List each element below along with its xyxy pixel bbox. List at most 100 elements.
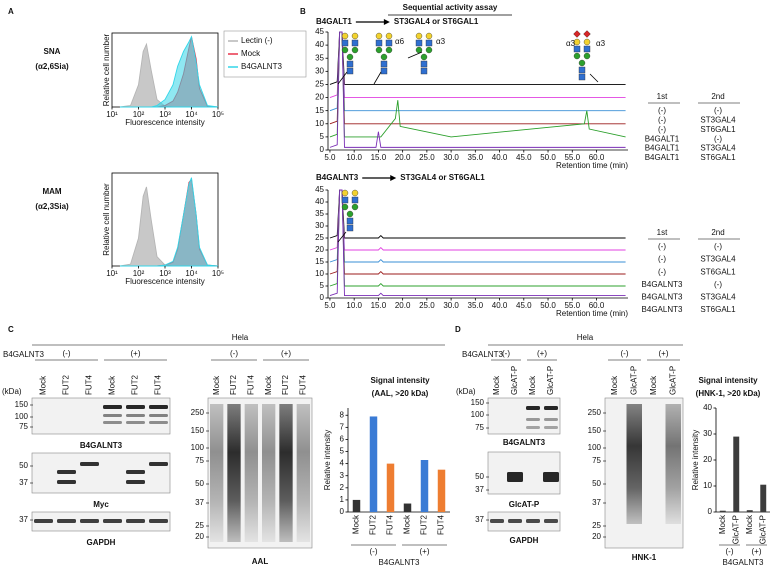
group-label: (-) [726, 547, 734, 556]
legend-label: ST6GAL1 [700, 125, 736, 134]
panel-label: C [8, 325, 14, 334]
glycan-square [415, 39, 423, 47]
mw-label: 75 [19, 422, 28, 431]
glycan-square [420, 60, 428, 68]
blot-label: AAL [252, 557, 269, 566]
mw-label: 75 [475, 423, 484, 432]
mw-label: 37 [475, 515, 484, 524]
bar [369, 416, 378, 512]
legend-label: (-) [714, 106, 722, 115]
pointer [589, 73, 599, 83]
lane-label: Mock [264, 375, 273, 395]
group-label: (-) [621, 349, 629, 358]
glycan-circle [341, 46, 349, 54]
glycan-square [375, 39, 383, 47]
legend-label: (-) [658, 242, 666, 251]
lane-label: Mock [610, 375, 619, 395]
blot-smear [279, 404, 293, 542]
x-tick-label: 10³ [159, 110, 171, 119]
glycan-square [346, 67, 354, 75]
x-tick-label: 10⁴ [185, 269, 198, 278]
mw-label: 37 [475, 485, 484, 494]
lane-label: GlcAT-P [668, 366, 677, 395]
lane-label: FUT4 [298, 374, 307, 395]
y-tick-label: 25 [315, 80, 324, 89]
glycan-circle [415, 32, 423, 40]
histogram [119, 177, 219, 267]
glycan-square [346, 217, 354, 225]
lane-label: Mock [492, 375, 501, 395]
glycan-square [341, 196, 349, 204]
pointer [373, 71, 382, 85]
legend-label: B4GALNT3 [642, 280, 683, 289]
chart-title: Signal intensity [698, 376, 758, 385]
legend-label: B4GALNT3 [642, 293, 683, 302]
y-tick-label: 6 [340, 435, 345, 444]
legend-label: B4GALT1 [645, 134, 680, 143]
blot-band [526, 519, 540, 523]
lane-label: FUT2 [62, 374, 71, 395]
y-tick-label: 0 [340, 507, 345, 516]
histogram [119, 186, 218, 267]
annotation: α3 [596, 39, 606, 48]
mw-label: 20 [592, 532, 601, 541]
legend-label: (-) [714, 280, 722, 289]
trace [329, 189, 626, 251]
chart-title: Signal intensity [370, 376, 430, 385]
annotation: α3 [436, 37, 446, 46]
legend-label: ST6GAL1 [700, 153, 736, 162]
blot-band [149, 414, 168, 417]
row-label: MAM [42, 187, 61, 196]
blot-band [508, 519, 522, 523]
mw-label: 75 [195, 456, 204, 465]
blot-band [126, 405, 145, 409]
legend-label: B4GALT1 [645, 144, 680, 153]
glycan-square [341, 39, 349, 47]
blot-band [526, 426, 540, 429]
y-tick-label: 40 [315, 197, 324, 206]
kda-label: (kDa) [456, 387, 476, 396]
panel-label: D [455, 325, 461, 334]
group-title: B4GALNT3 [379, 558, 420, 567]
blot-band [149, 462, 168, 466]
trace [329, 31, 626, 148]
lane-label: GlcAT-P [546, 366, 555, 395]
legend-label: (-) [658, 125, 666, 134]
legend-header: 1st [657, 92, 668, 101]
group-label: (+) [537, 349, 547, 358]
blot-band [126, 414, 145, 417]
x-axis-label: Retention time (min) [556, 309, 628, 318]
y-tick-label: 5 [320, 281, 325, 290]
blot-smear [665, 404, 681, 524]
mw-label: 37 [19, 478, 28, 487]
mw-label: 100 [471, 410, 485, 419]
mw-label: 37 [592, 498, 601, 507]
glycan-square [578, 66, 586, 74]
blot-band [126, 519, 145, 523]
mw-label: 150 [191, 426, 205, 435]
legend-label: ST3GAL4 [700, 255, 736, 264]
y-tick-label: 10 [315, 269, 324, 278]
trace [329, 189, 626, 275]
legend-label: (-) [714, 134, 722, 143]
y-tick-label: 10 [703, 481, 712, 490]
y-tick-label: 20 [315, 93, 324, 102]
x-tick-label: 40.0 [492, 153, 508, 162]
blot-band [57, 470, 76, 474]
mw-label: 100 [588, 443, 602, 452]
x-tick-label: 40.0 [492, 301, 508, 310]
x-tick-label: 60.0 [589, 153, 605, 162]
annotation: α6 [395, 37, 405, 46]
blot-band [34, 519, 53, 523]
title-arrowhead [390, 175, 397, 181]
mw-label: 250 [191, 408, 205, 417]
y-tick-label: 3 [340, 471, 345, 480]
blot-label: B4GALNT3 [503, 438, 546, 447]
group-label: (+) [752, 547, 762, 556]
glycan-circle [341, 203, 349, 211]
blot-label: B4GALNT3 [80, 441, 123, 450]
legend-label: (-) [658, 255, 666, 264]
legend-label: B4GALT1 [645, 153, 680, 162]
chart-subtitle: (AAL, >20 kDa) [372, 389, 429, 398]
